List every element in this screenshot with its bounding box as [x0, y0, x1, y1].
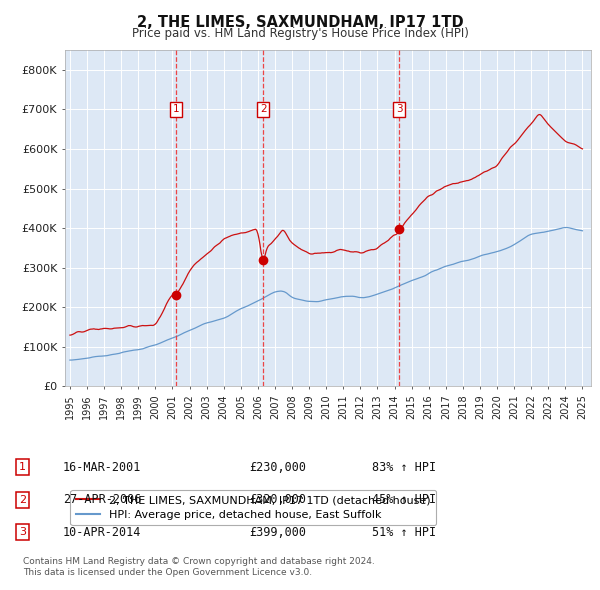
Text: This data is licensed under the Open Government Licence v3.0.: This data is licensed under the Open Gov… — [23, 568, 312, 577]
Text: 27-APR-2006: 27-APR-2006 — [63, 493, 142, 506]
Text: 1: 1 — [173, 104, 179, 114]
Text: £320,000: £320,000 — [249, 493, 306, 506]
Text: 2, THE LIMES, SAXMUNDHAM, IP17 1TD: 2, THE LIMES, SAXMUNDHAM, IP17 1TD — [137, 15, 463, 30]
Text: 10-APR-2014: 10-APR-2014 — [63, 526, 142, 539]
Text: 45% ↑ HPI: 45% ↑ HPI — [372, 493, 436, 506]
Text: 3: 3 — [396, 104, 403, 114]
Text: Contains HM Land Registry data © Crown copyright and database right 2024.: Contains HM Land Registry data © Crown c… — [23, 558, 374, 566]
Text: 16-MAR-2001: 16-MAR-2001 — [63, 461, 142, 474]
Text: 2: 2 — [260, 104, 266, 114]
Text: 1: 1 — [19, 463, 26, 472]
Text: £230,000: £230,000 — [249, 461, 306, 474]
Text: 2: 2 — [19, 495, 26, 504]
Legend: 2, THE LIMES, SAXMUNDHAM, IP17 1TD (detached house), HPI: Average price, detache: 2, THE LIMES, SAXMUNDHAM, IP17 1TD (deta… — [70, 490, 436, 525]
Text: 3: 3 — [19, 527, 26, 537]
Text: £399,000: £399,000 — [249, 526, 306, 539]
Text: Price paid vs. HM Land Registry's House Price Index (HPI): Price paid vs. HM Land Registry's House … — [131, 27, 469, 40]
Text: 83% ↑ HPI: 83% ↑ HPI — [372, 461, 436, 474]
Text: 51% ↑ HPI: 51% ↑ HPI — [372, 526, 436, 539]
